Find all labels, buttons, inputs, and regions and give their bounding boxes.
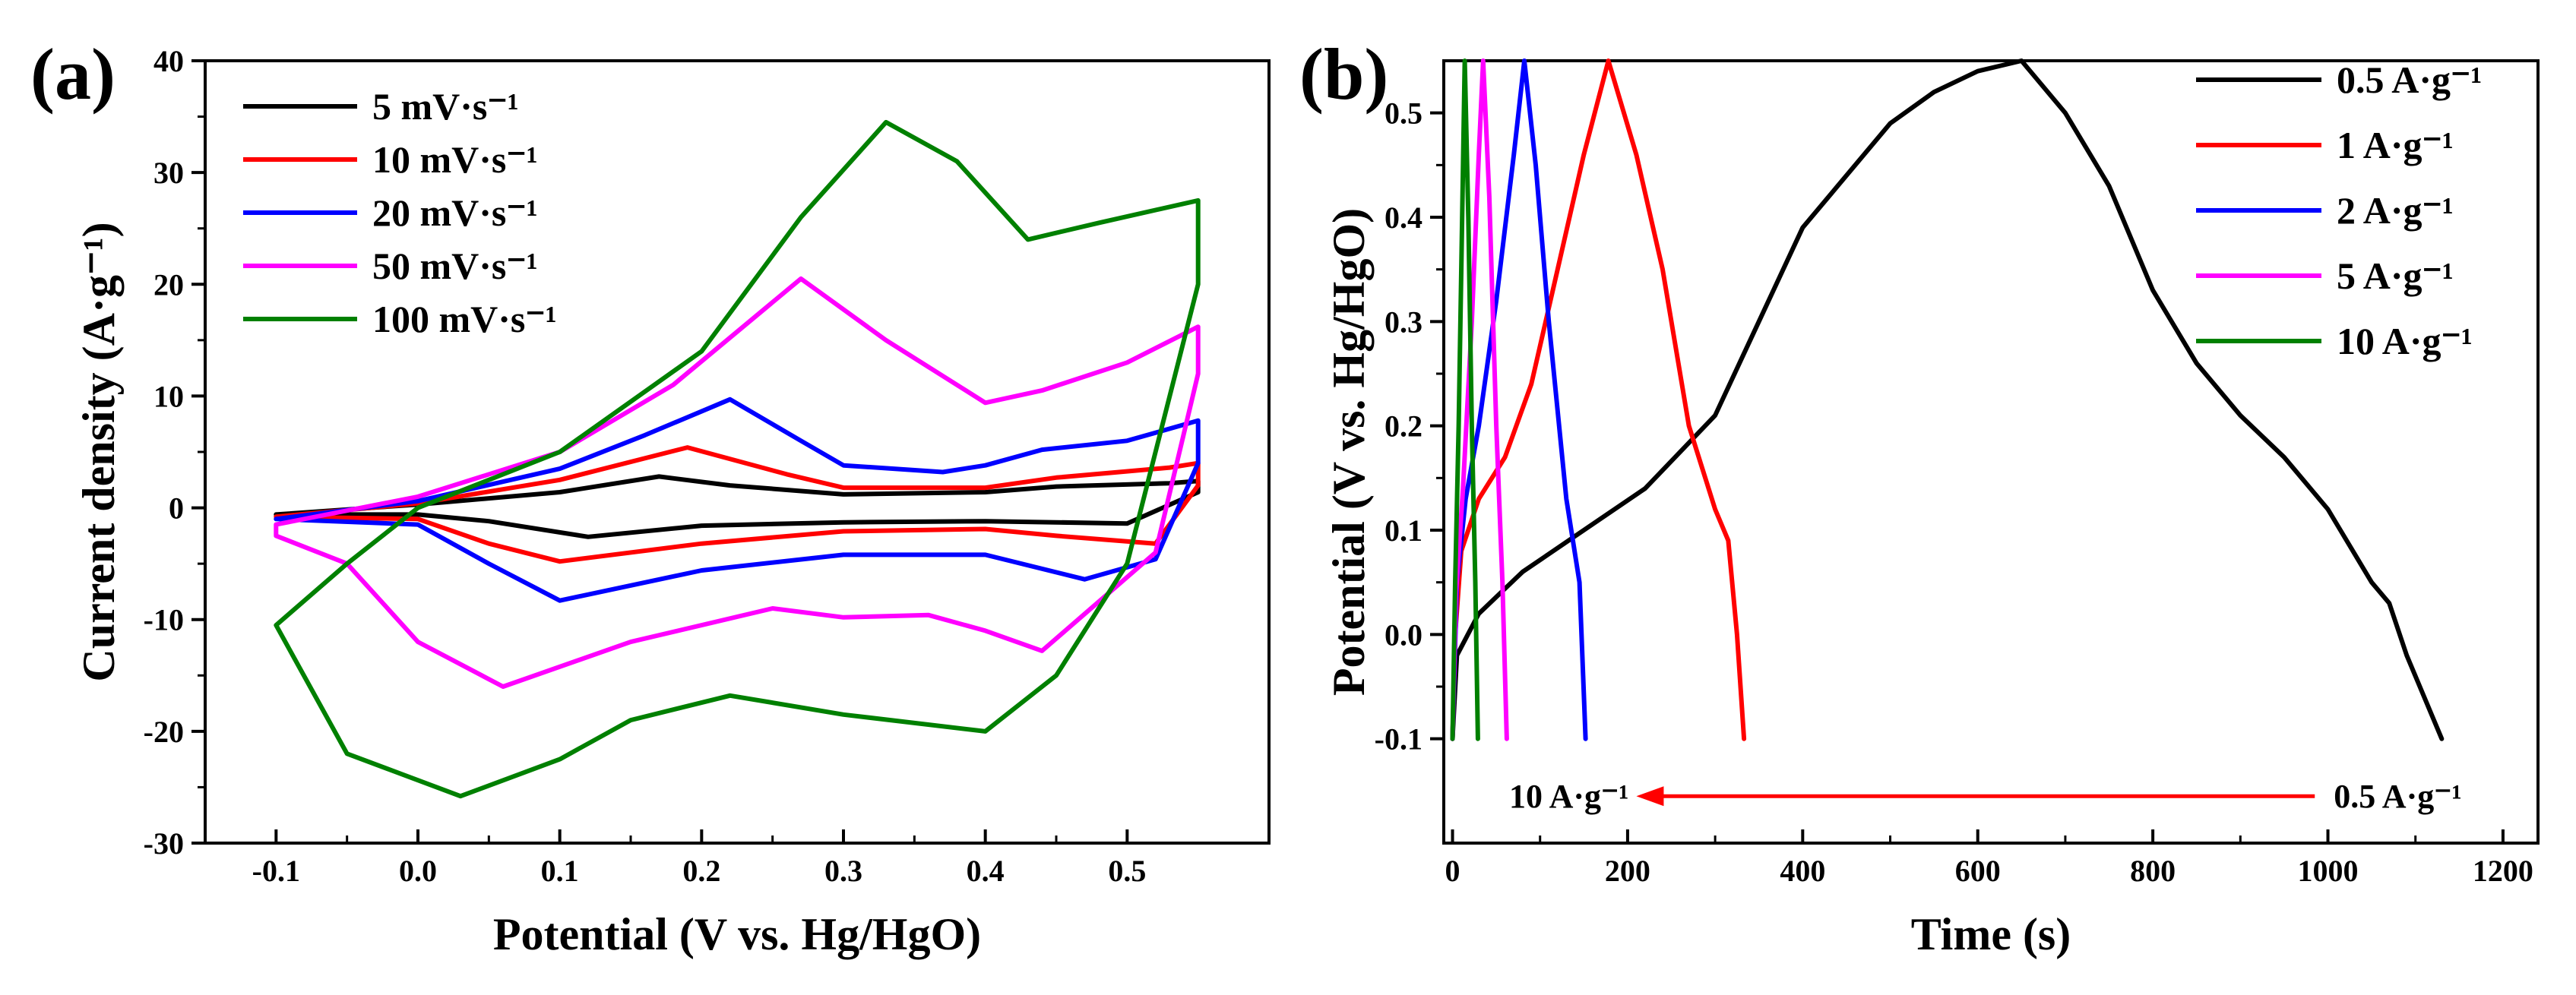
panel-b-x-tick-label: 600: [1955, 854, 2001, 888]
panel-b-legend: 0.5 A·g⁻¹ 1 A·g⁻¹ 2 A·g⁻¹ 5 A·g⁻¹ 10 A·g⁻¹: [2196, 58, 2482, 362]
panel-a-y-tick-label: -10: [144, 603, 184, 637]
panel-b-x-tick-label: 400: [1780, 854, 1825, 888]
panel-a-y-tick-label: 0: [169, 491, 184, 526]
panel-a-x-tick-label: 0.3: [824, 854, 862, 888]
panel-b-y-tick-label: 0.4: [1385, 201, 1422, 235]
annotation-end-label: 10 A·g⁻¹: [1509, 778, 1628, 815]
panel-a-frame: [204, 59, 1271, 845]
panel-a-x-tick-label: 0.1: [541, 854, 579, 888]
panel-a-label: (a): [30, 33, 116, 115]
panel-b: (b) 0 200 400 600 800 1000 1200 -0.1 0.0 0.1 0.2 0.…: [1299, 33, 2540, 959]
panel-a-legend: 5 mV·s⁻¹ 10 mV·s⁻¹ 20 mV·s⁻¹ 50 mV·s⁻¹ 100 m…: [243, 85, 557, 340]
panel-b-y-tick-label: 0.2: [1385, 409, 1422, 444]
panel-b-series-line-2: [1450, 58, 1747, 741]
panel-b-series-line-3: [1450, 58, 1588, 741]
rate-direction-arrowhead: [1636, 786, 1664, 807]
panel-a-series: [274, 119, 1201, 799]
panel-b-x-tick-label: 200: [1605, 854, 1650, 888]
panel-a-x-tick-label: 0.0: [399, 854, 437, 888]
panel-a-y-axis-title: Current density (A·g⁻¹): [74, 222, 124, 681]
panel-b-y-tick-label: 0.1: [1385, 513, 1422, 548]
panel-b-series-line-4: [1450, 58, 1509, 741]
panel-a-x-tick-label: 0.5: [1108, 854, 1146, 888]
panel-a-x-tick-label: -0.1: [252, 854, 300, 888]
panel-a-series-line-1: [274, 474, 1201, 539]
panel-a-y-tick-label: 10: [153, 379, 184, 413]
panel-b-legend-label-1: 0.5 A·g⁻¹: [2337, 58, 2482, 101]
panel-a: (a) -0.1 0.0 0.1 0.2 0.3 0.4 0.5 -30 -20 -10 0 10 20…: [30, 33, 1271, 959]
panel-a-y-tick-label: 30: [153, 156, 184, 190]
panel-b-y-axis-title: Potential (V vs. Hg/HgO): [1324, 208, 1374, 696]
panel-a-y-tick-label: 20: [153, 267, 184, 302]
panel-b-series-line-1: [1450, 58, 2445, 741]
panel-b-x-axis-title: Time (s): [1911, 909, 2071, 959]
panel-b-y-tick-label: 0.3: [1385, 305, 1422, 339]
panel-a-series-line-4: [274, 276, 1201, 689]
panel-a-legend-label-3: 20 mV·s⁻¹: [372, 191, 538, 234]
panel-b-y-tick-label: 0.5: [1385, 96, 1422, 131]
panel-a-legend-label-1: 5 mV·s⁻¹: [372, 85, 519, 128]
panel-a-x-tick-label: 0.4: [967, 854, 1005, 888]
panel-b-y-tick-label: -0.1: [1375, 722, 1422, 757]
panel-b-legend-label-2: 1 A·g⁻¹: [2337, 124, 2454, 166]
panel-b-ticks: 0 200 400 600 800 1000 1200 -0.1 0.0 0.1 0.2 0.3 0.4…: [1375, 96, 2533, 888]
panel-b-x-tick-label: 1000: [2298, 854, 2359, 888]
panel-b-x-tick-label: 800: [2130, 854, 2176, 888]
panel-a-x-tick-label: 0.2: [682, 854, 720, 888]
panel-a-y-tick-label: -30: [144, 826, 184, 861]
panel-b-series: [1450, 58, 2445, 741]
panel-b-legend-label-3: 2 A·g⁻¹: [2337, 189, 2454, 232]
annotation-start-label: 0.5 A·g⁻¹: [2334, 778, 2461, 815]
panel-a-legend-label-5: 100 mV·s⁻¹: [372, 298, 557, 340]
panel-b-annotation: 0.5 A·g⁻¹ 10 A·g⁻¹: [1509, 778, 2462, 815]
panel-a-series-line-2: [274, 445, 1201, 564]
panel-a-series-line-3: [274, 396, 1201, 603]
panel-a-legend-label-4: 50 mV·s⁻¹: [372, 245, 538, 287]
panel-b-y-tick-label: 0.0: [1385, 618, 1422, 652]
panel-b-legend-label-4: 5 A·g⁻¹: [2337, 254, 2454, 297]
panel-b-legend-label-5: 10 A·g⁻¹: [2337, 320, 2473, 362]
panel-b-frame: [1442, 59, 2540, 845]
panel-b-label: (b): [1299, 33, 1388, 115]
panel-b-series-line-5: [1450, 58, 1480, 741]
panel-a-ticks: -0.1 0.0 0.1 0.2 0.3 0.4 0.5 -30 -20 -10 0 10 20 30 40: [144, 44, 1147, 888]
panel-a-legend-label-2: 10 mV·s⁻¹: [372, 138, 538, 181]
panel-a-x-axis-title: Potential (V vs. Hg/HgO): [493, 909, 981, 959]
panel-b-x-tick-label: 0: [1445, 854, 1460, 888]
panel-a-series-line-5: [274, 119, 1201, 799]
panel-a-y-tick-label: 40: [153, 44, 184, 78]
panel-a-y-tick-label: -20: [144, 715, 184, 749]
panel-b-x-tick-label: 1200: [2473, 854, 2533, 888]
